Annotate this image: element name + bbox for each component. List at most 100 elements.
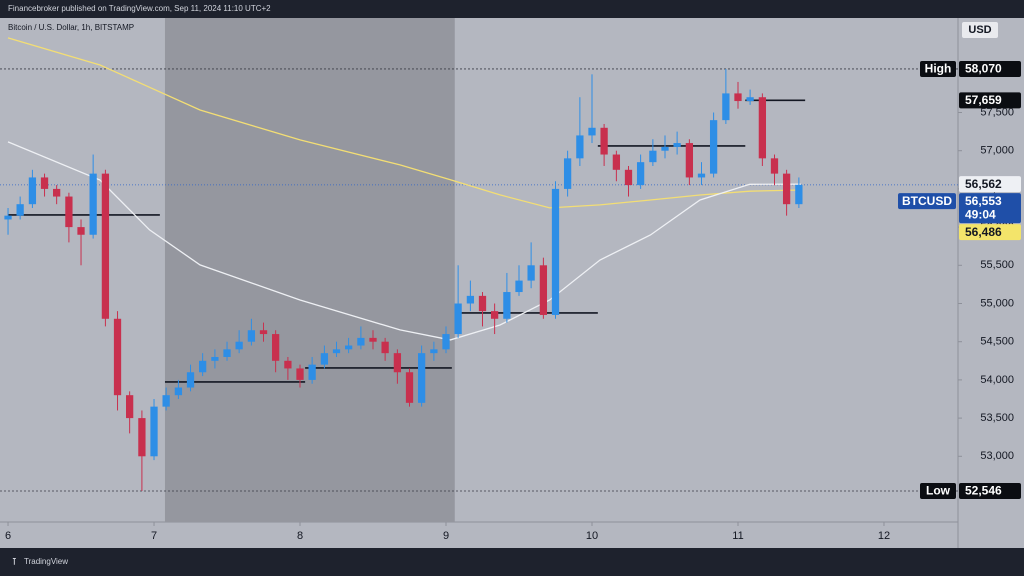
- candle-body: [199, 360, 207, 373]
- price-tag-name: BTCUSD: [902, 194, 952, 208]
- candle-body: [466, 295, 475, 304]
- candle-body: [235, 341, 243, 350]
- candle-body: [101, 173, 110, 319]
- y-tick-label: 55,500: [980, 259, 1014, 271]
- y-tick-label: 54,500: [980, 336, 1014, 348]
- x-tick-label: 8: [297, 530, 303, 542]
- x-tick-label: 9: [443, 530, 449, 542]
- candle-body: [430, 349, 438, 354]
- candle-body: [405, 372, 414, 403]
- candle-body: [722, 93, 730, 121]
- x-tick-label: 11: [732, 530, 743, 542]
- candle-body: [417, 353, 426, 403]
- candle-body: [478, 295, 487, 312]
- candle-body: [162, 395, 170, 407]
- candle-body: [284, 360, 292, 369]
- candle-body: [588, 127, 596, 136]
- shaded-range: [164, 18, 455, 522]
- y-tick-label: 57,500: [980, 106, 1014, 118]
- candle-body: [65, 196, 73, 228]
- y-tick-label: 54,000: [980, 374, 1014, 386]
- candle-body: [259, 330, 268, 335]
- candle-body: [563, 158, 572, 189]
- candle-body: [770, 158, 779, 174]
- price-tag-name: Low: [926, 484, 951, 498]
- candle-body: [150, 406, 158, 457]
- candle-body: [709, 120, 718, 174]
- footer-logo: ⊺: [12, 556, 17, 566]
- candle-body: [186, 372, 195, 388]
- plot: [0, 18, 958, 522]
- candle-body: [393, 353, 402, 373]
- moving-average: [7, 141, 801, 341]
- candle-body: [308, 364, 316, 380]
- candle-body: [211, 356, 219, 361]
- candle-body: [454, 303, 462, 335]
- y-tick-label: 57,000: [980, 145, 1014, 157]
- countdown: 49:04: [965, 207, 996, 221]
- currency: USD: [968, 24, 991, 36]
- candle-body: [734, 93, 742, 102]
- candle-body: [89, 173, 97, 235]
- time-axis: [0, 522, 958, 548]
- publisher: Financebroker published on TradingView.c…: [8, 4, 271, 13]
- price-tag-label: 56,486: [965, 225, 1002, 239]
- candle-body: [138, 418, 146, 457]
- candle-body: [515, 280, 523, 293]
- candle-body: [16, 204, 24, 216]
- candle-body: [758, 97, 767, 159]
- price-tag-label: 58,070: [965, 62, 1002, 76]
- candle-body: [344, 345, 353, 350]
- candle-body: [332, 349, 341, 354]
- moving-average: [7, 37, 801, 209]
- footer: TradingView: [24, 557, 68, 566]
- candle-body: [126, 395, 134, 419]
- price-tag-label: 57,659: [965, 93, 1002, 107]
- candle-body: [77, 227, 85, 235]
- x-tick-label: 7: [151, 530, 157, 542]
- candle-body: [685, 143, 694, 178]
- price-tag-name-box: [920, 482, 956, 499]
- candle-body: [113, 318, 122, 396]
- candle-body: [28, 177, 37, 205]
- candle-body: [271, 334, 280, 361]
- candle-body: [442, 334, 450, 350]
- candle-body: [40, 177, 49, 189]
- candle-body: [4, 215, 12, 220]
- price-tag: [959, 176, 1021, 193]
- y-tick-label: 53,000: [980, 450, 1014, 462]
- price-tag-name: High: [925, 62, 952, 76]
- candle-body: [661, 146, 669, 151]
- price-tag: [959, 193, 1021, 224]
- candle-body: [624, 169, 633, 186]
- y-tick-label: 53,500: [980, 412, 1014, 424]
- price-tag-label: 56,562: [965, 177, 1002, 191]
- candle-body: [576, 135, 584, 159]
- candle-body: [223, 349, 231, 357]
- x-tick-label: 10: [586, 530, 598, 542]
- candle-body: [527, 265, 535, 281]
- candle-body: [636, 162, 645, 186]
- candle-body: [357, 337, 365, 346]
- candle-body: [612, 154, 621, 170]
- x-tick-label: 6: [5, 530, 11, 542]
- candle-body: [247, 330, 256, 342]
- candle-body: [746, 97, 754, 102]
- candle-body: [174, 387, 183, 396]
- plot-background: [0, 18, 958, 522]
- price-tag-label: 52,546: [965, 484, 1002, 498]
- candle-body: [296, 368, 304, 380]
- price-tag-name-box: [920, 60, 956, 77]
- candle-body: [539, 265, 548, 315]
- candle-body: [697, 173, 706, 178]
- candle-body: [490, 311, 499, 319]
- y-tick-label: 55,000: [980, 297, 1014, 309]
- candle-body: [649, 150, 657, 163]
- candle-body: [673, 143, 681, 147]
- candle-body: [795, 184, 803, 205]
- price-tag-name-box: [898, 193, 956, 210]
- candle-body: [381, 341, 389, 354]
- currency-box: [962, 22, 998, 38]
- candle-body: [503, 292, 511, 319]
